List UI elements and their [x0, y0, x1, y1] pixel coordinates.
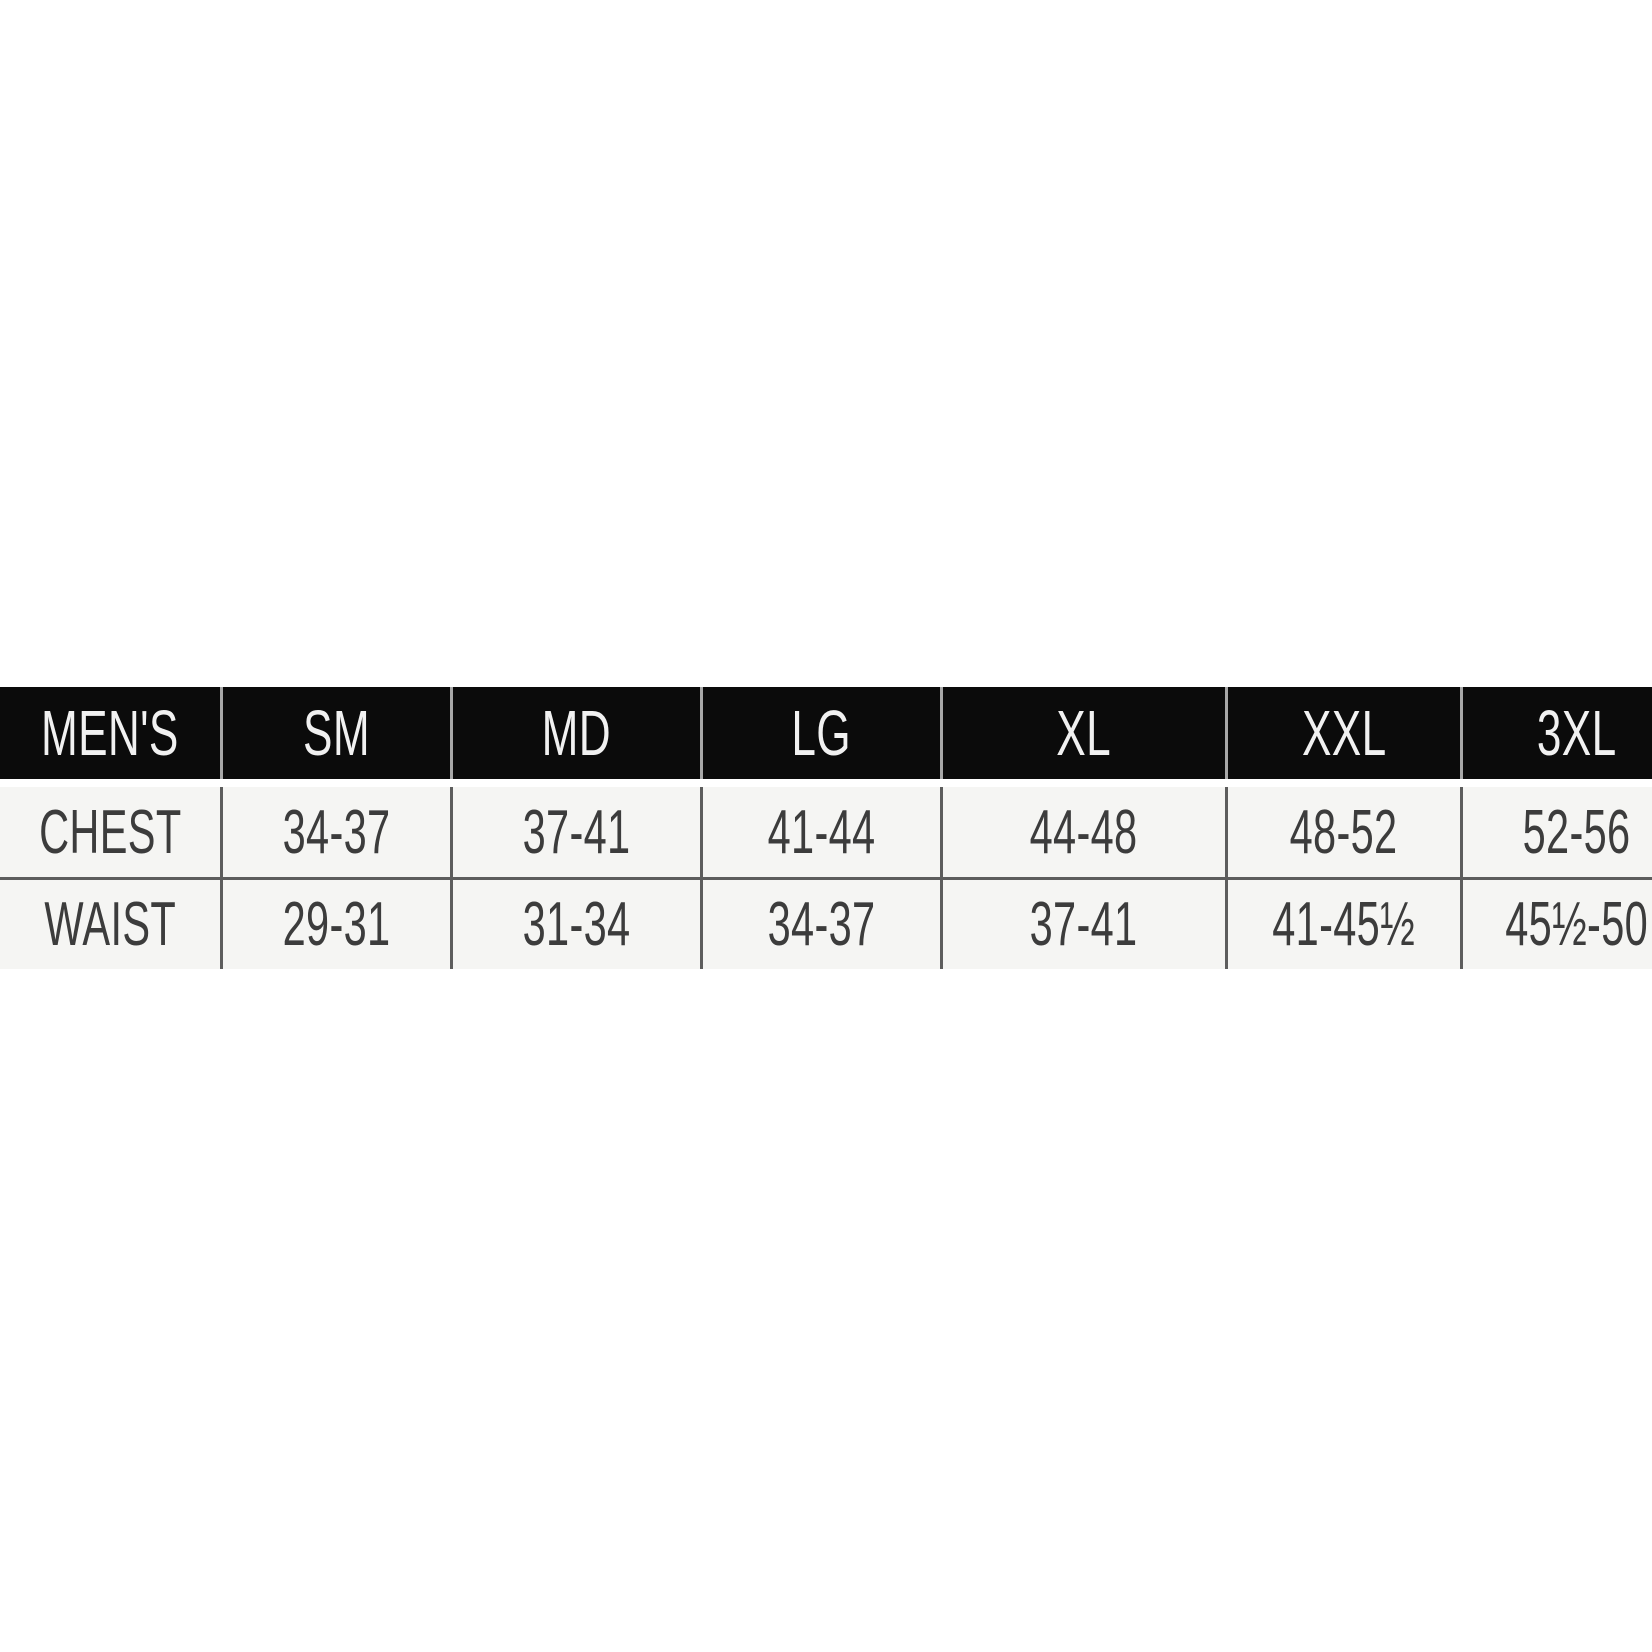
header-label-mens: MEN'S	[41, 697, 179, 769]
header-cell-mens: MEN'S	[0, 687, 220, 779]
waist-value-xl: 37-41	[940, 880, 1225, 969]
table-row-chest: CHEST 34-37 37-41 41-44 44-48 48-52 52-5…	[0, 787, 1652, 880]
header-label-xl: XL	[1056, 697, 1112, 769]
header-label-md: MD	[541, 697, 612, 769]
chest-value-3xl: 52-56	[1460, 787, 1652, 877]
header-cell-xxl: XXL	[1225, 687, 1460, 779]
waist-value-lg-text: 34-37	[767, 890, 876, 959]
header-label-lg: LG	[791, 697, 852, 769]
table-header-row: MEN'S SM MD LG XL XXL 3XL	[0, 687, 1652, 779]
chest-value-xxl-text: 48-52	[1290, 797, 1398, 867]
header-cell-sm: SM	[220, 687, 450, 779]
chest-value-xl-text: 44-48	[1030, 797, 1138, 867]
chest-value-sm-text: 34-37	[282, 797, 391, 867]
waist-value-3xl-text: 45½-50	[1505, 890, 1648, 959]
table-row-waist: WAIST 29-31 31-34 34-37 37-41 41-45½ 45½…	[0, 880, 1652, 969]
chest-value-lg-text: 41-44	[767, 797, 876, 867]
waist-value-lg: 34-37	[700, 880, 940, 969]
waist-row-label: WAIST	[44, 890, 176, 959]
chest-row-label-cell: CHEST	[0, 787, 220, 877]
mens-size-chart-table: MEN'S SM MD LG XL XXL 3XL CHEST 34-37 37…	[0, 687, 1652, 969]
chest-value-lg: 41-44	[700, 787, 940, 877]
chest-value-3xl-text: 52-56	[1522, 797, 1631, 867]
header-cell-xl: XL	[940, 687, 1225, 779]
waist-value-xxl-text: 41-45½	[1272, 890, 1416, 959]
waist-value-md-text: 31-34	[522, 890, 631, 959]
chest-row-label: CHEST	[38, 797, 182, 867]
chest-value-sm: 34-37	[220, 787, 450, 877]
header-label-sm: SM	[303, 697, 370, 769]
waist-row-label-cell: WAIST	[0, 880, 220, 969]
waist-value-sm: 29-31	[220, 880, 450, 969]
waist-value-3xl: 45½-50	[1460, 880, 1652, 969]
header-cell-3xl: 3XL	[1460, 687, 1652, 779]
waist-value-xxl: 41-45½	[1225, 880, 1460, 969]
header-cell-lg: LG	[700, 687, 940, 779]
chest-value-xxl: 48-52	[1225, 787, 1460, 877]
chest-value-md-text: 37-41	[522, 797, 631, 867]
chest-value-md: 37-41	[450, 787, 700, 877]
header-cell-md: MD	[450, 687, 700, 779]
chest-value-xl: 44-48	[940, 787, 1225, 877]
header-label-xxl: XXL	[1301, 697, 1387, 769]
header-label-3xl: 3XL	[1536, 697, 1617, 769]
waist-value-md: 31-34	[450, 880, 700, 969]
waist-value-xl-text: 37-41	[1030, 890, 1138, 959]
waist-value-sm-text: 29-31	[282, 890, 391, 959]
